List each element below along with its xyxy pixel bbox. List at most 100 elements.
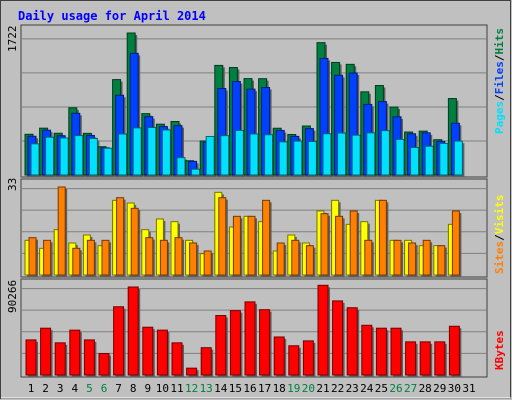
- bar-pages-day-5-body: [88, 137, 98, 176]
- bar-pages-day-1: [30, 143, 41, 177]
- bar-pages-day-4: [74, 135, 85, 177]
- bar-sites-day-16: [247, 215, 257, 277]
- legend-files: Files: [493, 61, 506, 94]
- bar-kbytes-day-4-body: [69, 329, 81, 376]
- bar-kbytes-day-10: [156, 329, 170, 377]
- bar-pages-day-20: [307, 141, 319, 177]
- bar-sites-day-4-body: [72, 247, 81, 276]
- bar-pages-day-8-body: [132, 127, 142, 176]
- bar-sites-day-13-body: [203, 250, 212, 276]
- bar-sites-day-8-body: [130, 207, 139, 276]
- legend-visits: Visits: [493, 195, 506, 235]
- x-axis-labels: 1 2 3 4 5 6 7 8 9 10 11 12 13 14 15 16 17 18 19 20 21 22 23 24 2…: [28, 382, 476, 395]
- bar-pages-day-2-body: [45, 136, 55, 176]
- bar-kbytes-day-30-body: [448, 325, 460, 376]
- bar-kbytes-day-11-body: [171, 342, 183, 376]
- bar-pages-day-27-body: [410, 147, 420, 176]
- bar-sites-day-12-body: [189, 242, 198, 276]
- legend-pages: Pages: [493, 101, 506, 134]
- bar-sites-day-11-body: [174, 237, 183, 276]
- bar-kbytes-day-24: [361, 324, 374, 377]
- bar-sites-day-6: [101, 239, 111, 277]
- bar-sites-day-8: [130, 207, 141, 277]
- bar-sites-day-29: [437, 245, 447, 277]
- x-tick-label: 25: [375, 382, 388, 395]
- legend-hits: Hits: [493, 28, 506, 55]
- bar-sites-day-14: [218, 197, 228, 277]
- bar-sites-day-9: [145, 237, 155, 277]
- bar-sites-day-24-body: [364, 239, 373, 276]
- bar-kbytes-day-19-body: [288, 345, 300, 376]
- bar-sites-day-1: [28, 237, 38, 277]
- bar-pages-day-6: [103, 147, 114, 177]
- bar-pages-day-29-body: [439, 142, 449, 176]
- bar-sites-day-25: [378, 199, 389, 277]
- x-tick-label: 1: [28, 382, 35, 395]
- bar-pages-day-20-body: [307, 141, 317, 176]
- bar-pages-day-24: [366, 132, 377, 177]
- bar-sites-day-2-body: [43, 239, 52, 276]
- bar-sites-day-27-body: [408, 242, 417, 276]
- x-tick-label: 16: [243, 382, 256, 395]
- bar-pages-day-11: [176, 157, 187, 177]
- bar-kbytes-day-1: [25, 339, 38, 377]
- bar-pages-day-10: [161, 129, 173, 177]
- bar-sites-day-24: [364, 239, 374, 277]
- x-tick-label: 10: [156, 382, 169, 395]
- bar-pages-day-16: [249, 133, 260, 177]
- bar-kbytes-day-18: [273, 336, 287, 377]
- bar-pages-day-23-body: [351, 134, 361, 176]
- bar-kbytes-day-27-body: [405, 341, 417, 376]
- bar-sites-day-5: [86, 239, 97, 277]
- bar-kbytes-day-14-body: [215, 315, 227, 376]
- bar-pages-day-21: [322, 133, 333, 177]
- chart-title: Daily usage for April 2014: [18, 9, 206, 23]
- legend-sep-2: /: [493, 54, 506, 61]
- legend-sep-3: /: [493, 234, 506, 241]
- bar-kbytes-day-13-body: [200, 347, 212, 376]
- bar-kbytes-day-26: [390, 327, 403, 377]
- bar-sites-day-26-body: [393, 239, 402, 276]
- bar-pages-day-3: [59, 137, 71, 177]
- panel-visits-legend: Sites/Visits: [493, 195, 506, 275]
- x-tick-label: 30: [448, 382, 461, 395]
- bar-pages-day-23: [351, 134, 363, 177]
- bar-sites-day-30: [451, 210, 462, 277]
- bar-sites-day-20: [305, 245, 316, 277]
- bar-kbytes-day-13: [200, 347, 214, 377]
- bar-sites-day-20-body: [305, 245, 314, 276]
- bar-sites-day-22-body: [335, 215, 344, 276]
- bar-sites-day-4: [72, 247, 82, 277]
- bar-kbytes-day-23: [346, 307, 360, 377]
- bar-kbytes-day-19: [288, 345, 301, 377]
- bar-sites-day-5-body: [86, 239, 95, 276]
- x-tick-label: 29: [433, 382, 446, 395]
- bar-kbytes-day-4: [69, 329, 82, 377]
- x-tick-label: 12: [185, 382, 198, 395]
- x-tick-label: 6: [101, 382, 108, 395]
- x-tick-label: 31: [462, 382, 475, 395]
- bar-pages-day-6-body: [103, 147, 113, 176]
- x-tick-label: 22: [331, 382, 344, 395]
- bar-sites-day-27: [408, 242, 418, 277]
- legend-sites: Sites: [493, 241, 506, 274]
- bar-kbytes-day-7: [113, 306, 126, 377]
- bar-sites-day-21: [320, 213, 330, 277]
- bar-kbytes-day-12-body: [186, 367, 198, 376]
- bar-kbytes-day-23-body: [346, 307, 358, 376]
- bar-kbytes-day-9-body: [142, 326, 154, 376]
- bar-pages-day-24-body: [366, 132, 376, 176]
- x-tick-label: 13: [200, 382, 213, 395]
- bar-sites-day-30-body: [451, 210, 460, 276]
- x-tick-label: 19: [287, 382, 300, 395]
- bar-sites-day-18-body: [276, 242, 285, 276]
- bar-pages-day-5: [88, 137, 100, 177]
- bar-pages-day-17-body: [264, 134, 274, 176]
- bar-sites-day-28-body: [422, 239, 431, 276]
- x-tick-label: 27: [404, 382, 417, 395]
- bar-kbytes-day-15: [229, 310, 243, 377]
- bar-pages-day-26-body: [395, 138, 405, 176]
- bar-pages-day-2: [45, 136, 56, 177]
- x-tick-label: 17: [258, 382, 271, 395]
